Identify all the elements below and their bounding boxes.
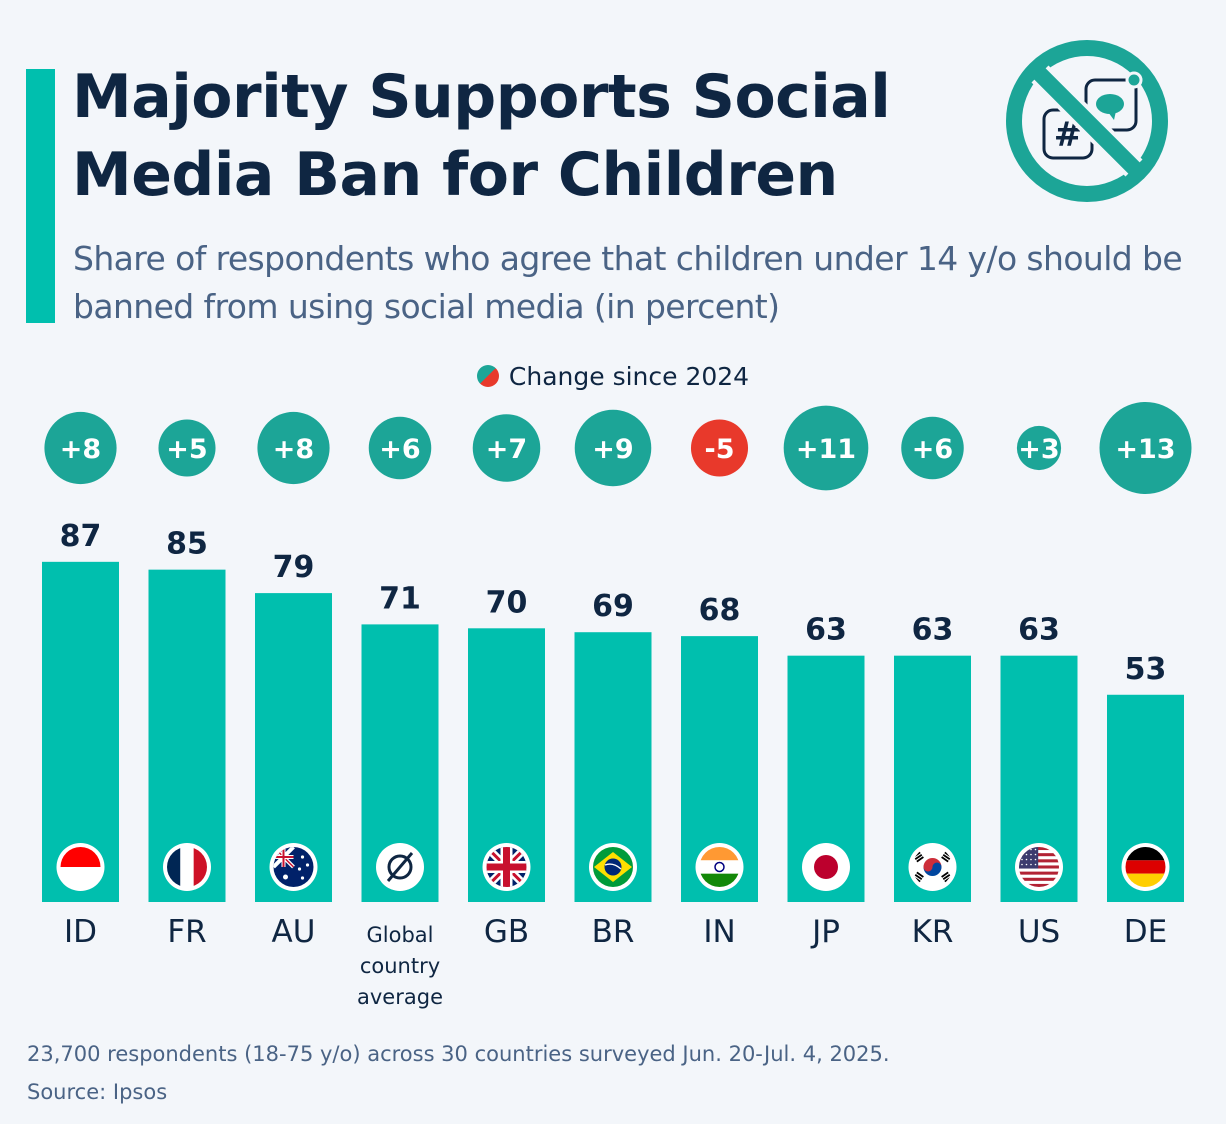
change-label: +11 <box>796 434 856 465</box>
value-label: 69 <box>592 589 634 624</box>
legend-change-icon <box>476 365 499 387</box>
no-social-media-icon: # <box>1006 40 1168 202</box>
category-label: KR <box>912 914 954 950</box>
bar-group: 79 +8 AU <box>255 411 332 950</box>
bar-group: 63 +3 US <box>1000 425 1078 950</box>
change-bubble <box>901 416 964 480</box>
change-label: -5 <box>705 434 735 465</box>
category-label: IN <box>703 914 735 950</box>
value-label: 68 <box>699 593 741 628</box>
chart-title: Majority Supports Social Media Ban for C… <box>72 62 891 210</box>
bar-group: 71 +6 Global country average <box>357 416 443 1009</box>
change-bubble <box>44 411 117 485</box>
accent-bar <box>26 69 55 323</box>
change-bubble <box>574 409 652 487</box>
category-label: DE <box>1124 914 1167 950</box>
category-label: FR <box>167 914 206 950</box>
change-bubble <box>1099 401 1192 495</box>
bar-group: 63 +11 JP <box>783 405 869 950</box>
change-label: +8 <box>273 434 314 465</box>
change-bubble <box>1016 425 1062 471</box>
category-label: ID <box>64 914 97 950</box>
change-label: +7 <box>486 434 527 465</box>
change-label: +5 <box>166 434 207 465</box>
bar-group: 70 +7 GB <box>468 414 545 950</box>
change-bubble <box>368 416 432 480</box>
change-label: +13 <box>1115 434 1175 465</box>
category-label: BR <box>592 914 635 950</box>
value-label: 87 <box>60 519 102 554</box>
bar-group: 85 +5 FR <box>148 419 226 950</box>
flag-icon-jp <box>802 843 850 891</box>
change-bubble <box>257 411 330 485</box>
value-label: 71 <box>379 581 421 616</box>
value-label: 63 <box>1018 613 1060 648</box>
category-label: GB <box>484 914 529 950</box>
change-bubble <box>783 405 869 491</box>
value-label: 53 <box>1125 652 1167 687</box>
category-label: AU <box>272 914 316 950</box>
bar-group: 69 +9 BR <box>574 409 652 950</box>
value-label: 79 <box>273 550 315 585</box>
bar-group: 68 -5 IN <box>681 419 758 950</box>
survey-note: 23,700 respondents (18-75 y/o) across 30… <box>27 1042 890 1066</box>
change-bubble <box>472 414 541 482</box>
change-bubble <box>158 419 216 477</box>
flag-icon-us <box>1015 843 1063 891</box>
chart-subtitle: Share of respondents who agree that chil… <box>73 239 1183 326</box>
flag-icon-au <box>269 843 318 891</box>
category-label: US <box>1018 914 1060 950</box>
flag-icon-gb <box>482 843 531 891</box>
source-note: Source: Ipsos <box>27 1080 168 1104</box>
flag-icon-id <box>56 843 105 891</box>
category-label: average <box>357 985 443 1009</box>
category-label: Global <box>367 923 434 947</box>
change-label: +6 <box>912 434 953 465</box>
value-label: 63 <box>912 613 954 648</box>
flag-icon-kr <box>908 843 957 891</box>
change-label: +6 <box>379 434 420 465</box>
legend-label: Change since 2024 <box>508 362 750 391</box>
value-label: 85 <box>166 527 208 562</box>
value-label: 63 <box>805 613 847 648</box>
footnote: 23,700 respondents (18-75 y/o) across 30… <box>27 1035 890 1111</box>
flag-icon-de <box>1121 843 1170 891</box>
bar-group: 53 +13 DE <box>1099 401 1192 950</box>
legend: Change since 2024 <box>0 362 1226 391</box>
bar-group: 63 +6 KR <box>894 416 971 950</box>
flag-icon-in <box>695 843 744 891</box>
category-label: country <box>360 954 440 978</box>
flag-icon-fr <box>163 843 211 891</box>
flag-icon-br <box>589 843 637 891</box>
change-label: +9 <box>592 434 633 465</box>
change-bubble <box>690 419 749 477</box>
value-label: 70 <box>486 585 528 620</box>
bar-group: 87 +8 ID <box>42 411 119 950</box>
category-label: JP <box>810 914 840 950</box>
flag-icon-avg <box>376 843 424 891</box>
change-label: +8 <box>60 434 101 465</box>
change-label: +3 <box>1018 434 1059 465</box>
